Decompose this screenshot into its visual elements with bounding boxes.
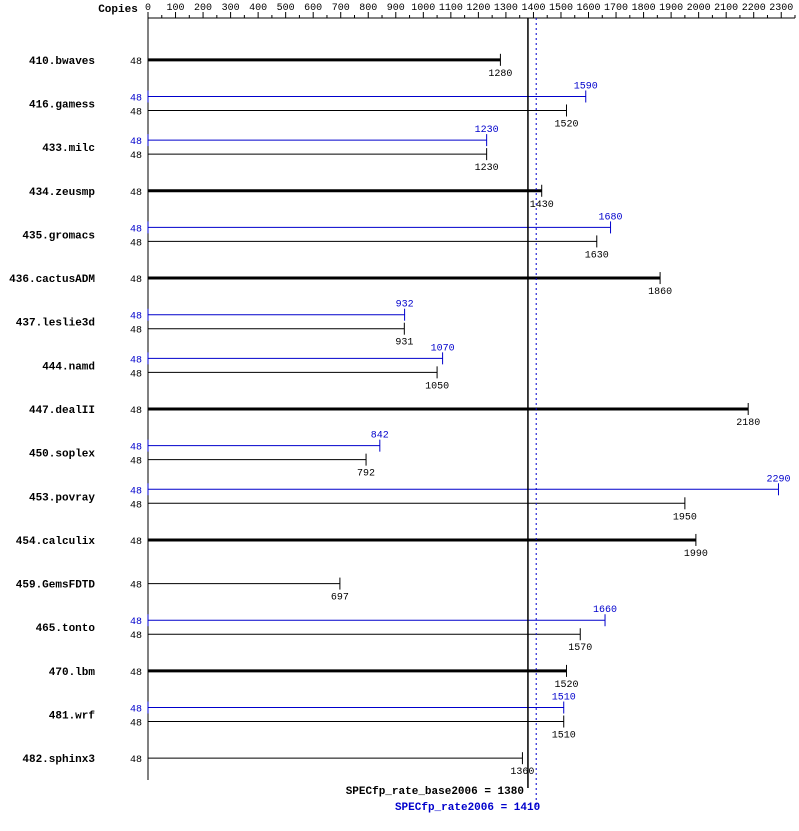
copies-value-base: 48: [130, 537, 142, 548]
base-value-label: 1430: [530, 200, 554, 211]
benchmark-name: 453.povray: [29, 492, 95, 504]
base-value-label: 697: [331, 593, 349, 604]
copies-value-peak: 48: [130, 705, 142, 716]
base-value-label: 1990: [684, 549, 708, 560]
copies-header: Copies: [98, 4, 138, 16]
copies-value-base: 48: [130, 581, 142, 592]
peak-summary-label: SPECfp_rate2006 = 1410: [395, 802, 540, 814]
benchmark-name: 481.wrf: [49, 711, 96, 723]
x-tick-label: 300: [222, 3, 240, 14]
base-value-label: 1950: [673, 512, 697, 523]
x-tick-label: 2300: [769, 3, 793, 14]
chart-svg: 0 100 200 300 400 500 600 700 800 900 1000 11001200…: [0, 0, 799, 831]
peak-value-label: 1230: [475, 125, 499, 136]
copies-value-base: 48: [130, 326, 142, 337]
copies-value-peak: 48: [130, 355, 142, 366]
copies-value-base: 48: [130, 631, 142, 642]
x-tick-label: 0: [145, 3, 151, 14]
copies-value-base: 48: [130, 369, 142, 380]
x-tick-label: 700: [332, 3, 350, 14]
benchmark-name: 459.GemsFDTD: [16, 580, 96, 592]
benchmark-name: 410.bwaves: [29, 56, 95, 68]
x-tick-label: 600: [304, 3, 322, 14]
x-tick-label: 1300: [494, 3, 518, 14]
copies-value-base: 48: [130, 238, 142, 249]
x-tick-label: 1900: [659, 3, 683, 14]
x-tick-label: 1400: [521, 3, 545, 14]
base-value-label: 1230: [475, 163, 499, 174]
peak-value-label: 1590: [574, 81, 598, 92]
peak-value-label: 1660: [593, 605, 617, 616]
peak-value-label: 2290: [766, 474, 790, 485]
peak-value-label: 1680: [599, 212, 623, 223]
benchmark-name: 450.soplex: [29, 449, 95, 461]
x-tick-label: 2000: [687, 3, 711, 14]
copies-value-base: 48: [130, 719, 142, 730]
x-tick-label: 2200: [742, 3, 766, 14]
copies-value-peak: 48: [130, 93, 142, 104]
x-tick-label: 1200: [466, 3, 490, 14]
benchmark-name: 465.tonto: [36, 623, 96, 635]
base-value-label: 2180: [736, 418, 760, 429]
benchmark-name: 434.zeusmp: [29, 187, 95, 199]
spec-benchmark-chart: 0 100 200 300 400 500 600 700 800 900 1000 11001200…: [0, 0, 799, 831]
copies-value-base: 48: [130, 457, 142, 468]
x-tick-label: 1800: [632, 3, 656, 14]
base-summary-label: SPECfp_rate_base2006 = 1380: [346, 786, 524, 798]
benchmark-name: 454.calculix: [16, 536, 96, 548]
benchmark-name: 470.lbm: [49, 667, 96, 679]
base-value-label: 1520: [554, 119, 578, 130]
base-value-label: 1860: [648, 287, 672, 298]
benchmark-name: 444.namd: [42, 361, 95, 373]
copies-value-peak: 48: [130, 443, 142, 454]
x-tick-label: 500: [277, 3, 295, 14]
copies-value-base: 48: [130, 188, 142, 199]
x-tick-label: 800: [359, 3, 377, 14]
x-tick-label: 900: [387, 3, 405, 14]
benchmark-name: 416.gamess: [29, 99, 95, 111]
base-value-label: 792: [357, 469, 375, 480]
copies-value-base: 48: [130, 275, 142, 286]
benchmark-name: 433.milc: [42, 143, 95, 155]
copies-value-base: 48: [130, 57, 142, 68]
copies-value-base: 48: [130, 151, 142, 162]
base-value-label: 931: [395, 338, 413, 349]
x-tick-label: 1100: [439, 3, 463, 14]
x-tick-label: 1500: [549, 3, 573, 14]
x-tick-label: 200: [194, 3, 212, 14]
copies-value-base: 48: [130, 755, 142, 766]
copies-value-base: 48: [130, 668, 142, 679]
copies-value-peak: 48: [130, 137, 142, 148]
base-value-label: 1280: [488, 69, 512, 80]
x-tick-label: 1600: [577, 3, 601, 14]
base-value-label: 1570: [568, 643, 592, 654]
x-tick-label: 1700: [604, 3, 628, 14]
copies-value-base: 48: [130, 406, 142, 417]
x-tick-label: 2100: [714, 3, 738, 14]
x-tick-label: 400: [249, 3, 267, 14]
base-value-label: 1360: [510, 767, 534, 778]
x-tick-label: 100: [167, 3, 185, 14]
copies-value-peak: 48: [130, 617, 142, 628]
copies-value-peak: 48: [130, 312, 142, 323]
benchmark-name: 447.dealII: [29, 405, 95, 417]
x-tick-label: 1000: [411, 3, 435, 14]
peak-value-label: 1510: [552, 693, 576, 704]
benchmark-name: 436.cactusADM: [9, 274, 95, 286]
copies-value-peak: 48: [130, 224, 142, 235]
benchmark-name: 482.sphinx3: [22, 754, 95, 766]
copies-value-base: 48: [130, 500, 142, 511]
copies-value-peak: 48: [130, 486, 142, 497]
peak-value-label: 932: [396, 300, 414, 311]
copies-value-base: 48: [130, 107, 142, 118]
benchmark-name: 435.gromacs: [22, 230, 95, 242]
peak-value-label: 1070: [431, 343, 455, 354]
benchmark-name: 437.leslie3d: [16, 318, 95, 330]
base-value-label: 1050: [425, 381, 449, 392]
base-value-label: 1630: [585, 250, 609, 261]
base-value-label: 1520: [554, 680, 578, 691]
peak-value-label: 842: [371, 431, 389, 442]
base-value-label: 1510: [552, 731, 576, 742]
